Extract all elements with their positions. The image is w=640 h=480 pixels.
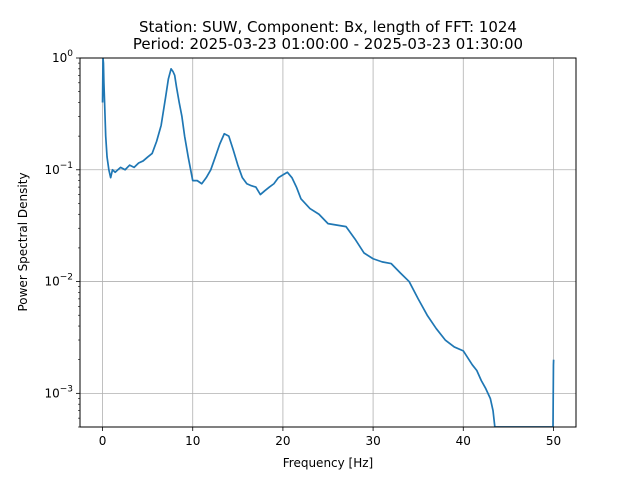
x-axis-ticks: 0 10 20 30 40 50 xyxy=(99,427,561,448)
y-tick-exponent: −1 xyxy=(60,161,73,171)
y-tick-label: 100 xyxy=(52,49,73,65)
plot-frame xyxy=(79,57,577,428)
y-tick-base: 10 xyxy=(44,163,59,177)
psd-series-line xyxy=(101,58,555,427)
y-tick-label: 10−1 xyxy=(44,161,73,177)
x-tick-label: 50 xyxy=(546,434,561,448)
y-tick-exponent: −2 xyxy=(60,273,73,283)
x-gridlines xyxy=(102,58,554,427)
x-tick-label: 40 xyxy=(456,434,471,448)
x-axis-label: Frequency [Hz] xyxy=(283,456,374,470)
y-tick-base: 10 xyxy=(52,51,67,65)
chart-title-line2: Period: 2025-03-23 01:00:00 - 2025-03-23… xyxy=(133,35,523,53)
x-tick-label: 0 xyxy=(99,434,107,448)
y-tick-base: 10 xyxy=(44,386,59,400)
y-tick-base: 10 xyxy=(44,275,59,289)
x-tick-label: 20 xyxy=(275,434,290,448)
y-tick-label: 10−3 xyxy=(44,384,73,400)
x-tick-label: 30 xyxy=(365,434,380,448)
y-tick-label: 10−2 xyxy=(44,273,73,289)
chart-title-line1: Station: SUW, Component: Bx, length of F… xyxy=(139,18,517,36)
y-tick-exponent: 0 xyxy=(67,49,73,59)
x-tick-label: 10 xyxy=(185,434,200,448)
y-tick-exponent: −3 xyxy=(60,384,73,394)
y-axis-label: Power Spectral Density xyxy=(16,172,30,311)
